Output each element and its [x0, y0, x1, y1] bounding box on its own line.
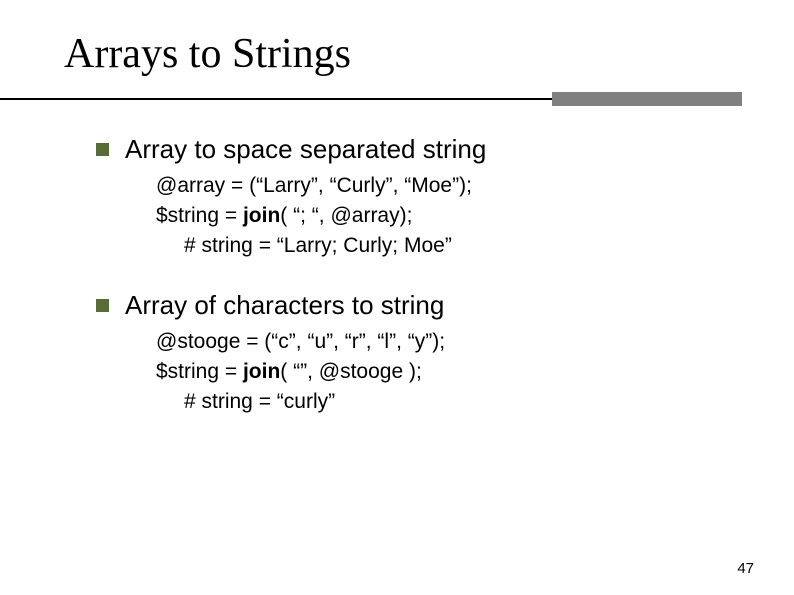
code-suffix: ( “”, @stooge ); — [280, 360, 422, 383]
code-line: $string = join( “”, @stooge ); — [156, 357, 734, 387]
code-block: @array = (“Larry”, “Curly”, “Moe”); $str… — [156, 171, 734, 260]
bullet-heading: Array to space separated string — [125, 134, 486, 165]
code-line: @array = (“Larry”, “Curly”, “Moe”); — [156, 171, 734, 201]
code-comment: # string = “curly” — [184, 387, 734, 417]
code-bold: join — [243, 360, 280, 383]
bullet-heading: Array of characters to string — [125, 290, 444, 321]
bullet-item: Array of characters to string — [96, 290, 734, 321]
code-line: $string = join( “; “, @array); — [156, 201, 734, 231]
slide-content: Array to space separated string @array =… — [0, 134, 794, 417]
slide-title: Arrays to Strings — [0, 30, 794, 78]
code-bold: join — [243, 204, 280, 227]
slide: Arrays to Strings Array to space separat… — [0, 0, 794, 595]
code-prefix: $string = — [156, 360, 243, 383]
underline-block — [552, 92, 742, 106]
underline-line — [0, 98, 552, 100]
title-underline — [0, 92, 794, 106]
bullet-marker-icon — [96, 299, 109, 312]
code-prefix: $string = — [156, 204, 243, 227]
code-suffix: ( “; “, @array); — [280, 204, 412, 227]
code-comment: # string = “Larry; Curly; Moe” — [184, 231, 734, 261]
code-block: @stooge = (“c”, “u”, “r”, “l”, “y”); $st… — [156, 327, 734, 416]
bullet-item: Array to space separated string — [96, 134, 734, 165]
code-line: @stooge = (“c”, “u”, “r”, “l”, “y”); — [156, 327, 734, 357]
bullet-marker-icon — [96, 143, 109, 156]
page-number: 47 — [737, 560, 754, 577]
